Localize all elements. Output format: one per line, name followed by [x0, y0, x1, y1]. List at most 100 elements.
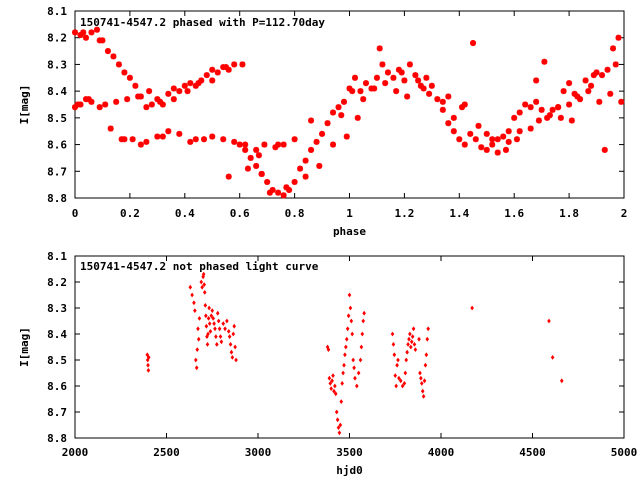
data-point [146, 362, 150, 368]
data-point [82, 34, 89, 41]
data-point [345, 326, 350, 332]
data-point [308, 117, 315, 124]
data-point [297, 165, 304, 172]
data-point [85, 96, 92, 103]
data-point [129, 136, 136, 143]
data-point [302, 157, 309, 164]
data-point [342, 362, 346, 368]
x-axis-label: hjd0 [336, 464, 363, 477]
data-point [384, 69, 391, 76]
data-point [332, 388, 336, 394]
data-point [104, 48, 111, 55]
data-point [344, 336, 349, 342]
y-tick-label: 8.5 [47, 112, 67, 125]
data-point [233, 344, 237, 350]
data-point [409, 339, 414, 345]
data-point [470, 305, 474, 311]
data-point [403, 370, 408, 376]
data-point [533, 98, 540, 105]
data-point [505, 128, 512, 135]
data-point [221, 321, 226, 326]
data-point [406, 342, 410, 347]
data-point [610, 45, 617, 52]
data-point [190, 292, 194, 298]
data-point [214, 334, 218, 339]
data-point [559, 378, 564, 384]
data-point [550, 355, 555, 360]
data-point [187, 138, 194, 145]
data-point [343, 352, 347, 358]
data-point [351, 74, 358, 81]
chart-title: 150741-4547.2 phased with P=112.70day [80, 16, 325, 29]
data-point [291, 178, 298, 185]
data-point [93, 26, 100, 33]
y-axis-label: I[mag] [18, 85, 31, 125]
data-point [604, 66, 611, 73]
data-point [358, 357, 363, 363]
data-point [234, 357, 238, 363]
x-tick-label: 1 [346, 207, 353, 220]
data-point [541, 58, 548, 65]
data-point [502, 146, 509, 153]
data-point [341, 370, 345, 376]
data-point [184, 88, 191, 95]
data-point [393, 88, 400, 95]
data-point [419, 375, 423, 381]
data-point [143, 104, 150, 111]
data-point [333, 383, 337, 389]
data-point [280, 192, 287, 199]
data-point [426, 90, 433, 97]
data-point [445, 120, 452, 127]
data-point [261, 141, 268, 148]
data-point [411, 326, 416, 332]
data-point [423, 74, 430, 81]
data-point [392, 352, 397, 358]
data-point [72, 29, 78, 36]
data-point [478, 144, 485, 151]
data-point [146, 355, 151, 360]
data-point [209, 133, 216, 140]
data-point [202, 282, 206, 287]
x-tick-label: 2 [621, 207, 628, 220]
data-point [516, 128, 523, 135]
data-point [236, 141, 243, 148]
data-point [211, 316, 215, 321]
data-point [341, 98, 348, 105]
data-point [615, 34, 622, 41]
data-point [439, 106, 446, 113]
data-point [361, 318, 366, 324]
data-point [566, 101, 573, 108]
data-point [330, 109, 337, 116]
data-point [338, 422, 343, 428]
data-point [423, 362, 428, 368]
data-point [489, 141, 496, 148]
data-point [253, 162, 260, 169]
data-point [159, 133, 166, 140]
data-point [192, 136, 199, 143]
data-point [585, 88, 592, 95]
data-point [360, 331, 365, 337]
data-point [239, 61, 246, 68]
data-point [157, 98, 164, 105]
data-point [516, 109, 523, 116]
data-point [231, 138, 238, 145]
data-point [319, 130, 326, 137]
data-point [596, 98, 603, 105]
data-point [405, 349, 409, 355]
data-point [500, 133, 507, 140]
data-point [421, 394, 426, 399]
x-tick-label: 0 [72, 207, 79, 220]
data-point [165, 90, 172, 97]
data-point [505, 138, 512, 145]
x-tick-label: 0.4 [175, 207, 195, 220]
data-point [601, 146, 608, 153]
data-point [148, 101, 155, 108]
data-point [331, 373, 335, 378]
data-point [582, 77, 589, 84]
data-point [96, 37, 103, 44]
data-point [165, 128, 172, 135]
data-point [335, 417, 340, 423]
data-point [401, 77, 408, 84]
y-axis-label: I[mag] [18, 327, 31, 367]
